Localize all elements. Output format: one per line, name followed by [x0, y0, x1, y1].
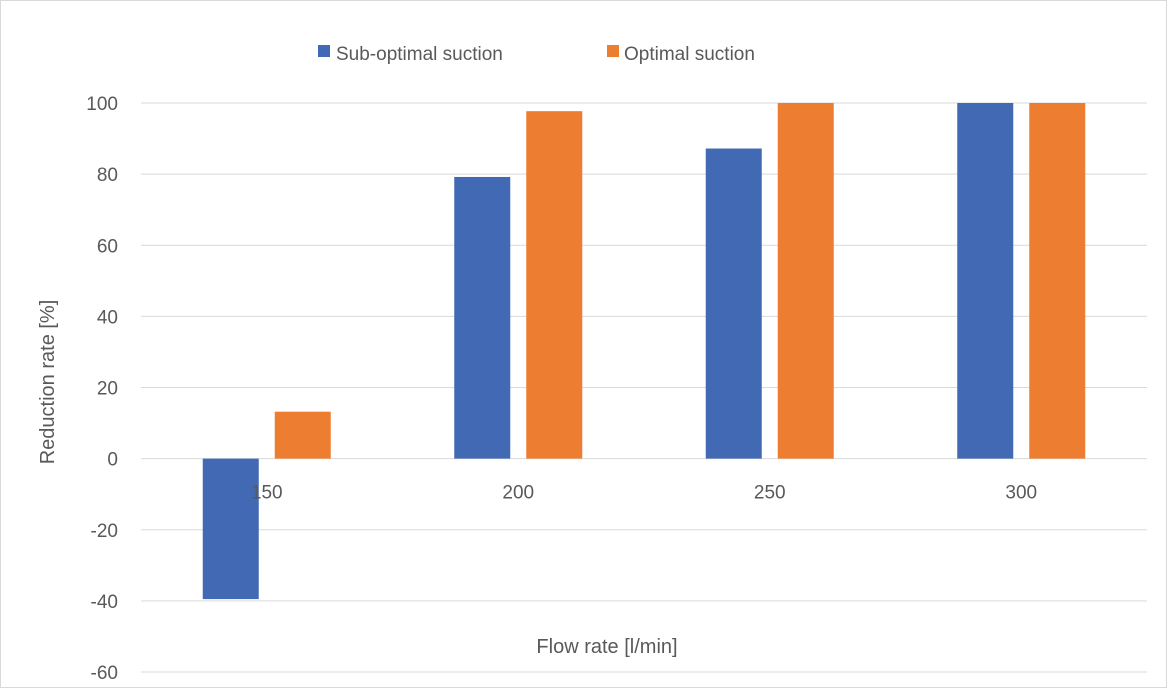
y-tick-label: -40 [91, 592, 118, 613]
y-tick-label: 20 [97, 379, 118, 400]
y-tick-label: -60 [91, 663, 118, 684]
x-tick-labels: 150 200 250 300 [251, 483, 1037, 504]
bar-sub-optimal-200 [454, 176, 511, 459]
y-tick-label: 60 [97, 236, 118, 257]
y-tick-label: -20 [91, 521, 118, 542]
bar-sub-optimal-250 [705, 148, 762, 459]
y-tick-labels: -60 -40 -20 0 20 40 60 80 100 [86, 94, 118, 684]
y-tick-label: 100 [86, 94, 118, 115]
y-axis-title: Reduction rate [%] [37, 300, 59, 465]
x-tick-label: 200 [502, 483, 534, 504]
x-tick-label: 250 [754, 483, 786, 504]
legend-swatch-optimal [607, 45, 619, 57]
bar-optimal-200 [526, 111, 583, 459]
bars [202, 103, 1086, 600]
y-tick-label: 0 [107, 450, 118, 471]
bar-optimal-300 [1029, 103, 1086, 459]
bar-sub-optimal-150 [202, 458, 259, 600]
x-tick-label: 150 [251, 483, 283, 504]
legend-swatch-sub-optimal [318, 45, 330, 57]
y-tick-label: 80 [97, 165, 118, 186]
bar-optimal-250 [777, 103, 834, 459]
legend-label-sub-optimal: Sub-optimal suction [336, 44, 503, 65]
bar-optimal-150 [274, 411, 331, 459]
y-tick-label: 40 [97, 307, 118, 328]
legend-label-optimal: Optimal suction [624, 44, 755, 65]
bar-sub-optimal-300 [957, 103, 1014, 459]
x-axis-title: Flow rate [l/min] [536, 636, 677, 658]
x-tick-label: 300 [1005, 483, 1037, 504]
legend: Sub-optimal suction Optimal suction [318, 44, 755, 65]
